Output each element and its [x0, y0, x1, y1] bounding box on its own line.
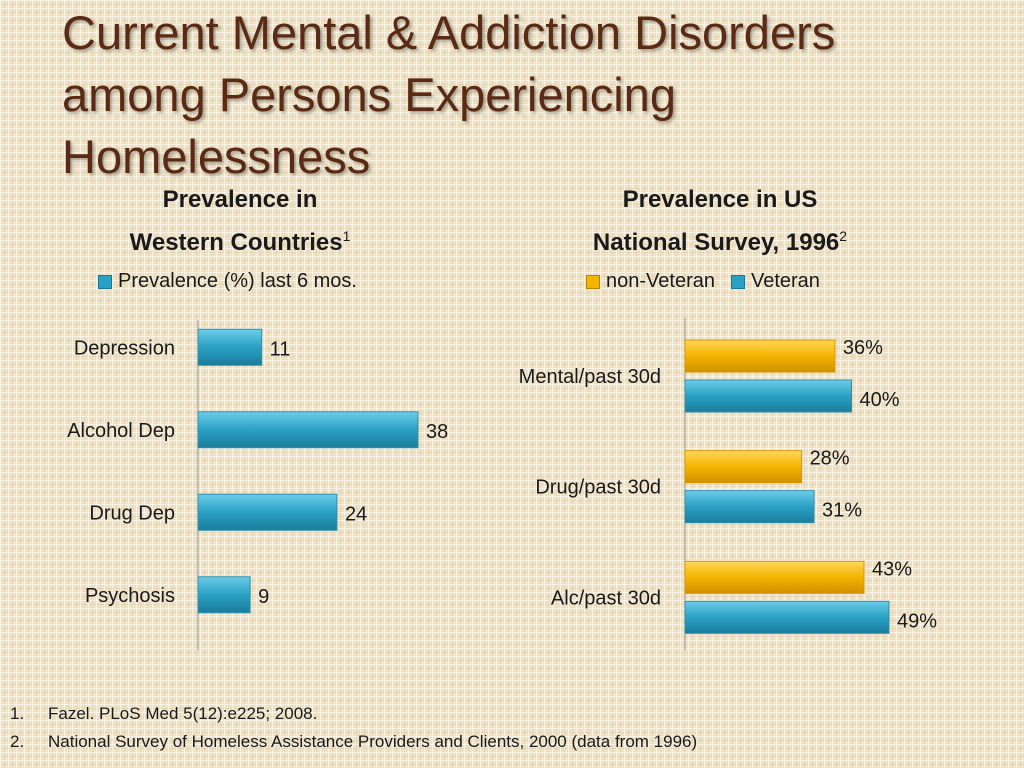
data-label-alcohol-dep: 38	[426, 421, 448, 443]
legend-swatch-nonveteran	[586, 274, 600, 289]
right-subtitle-line-1: Prevalence in US	[622, 186, 818, 213]
bar-alc-past-30d-non-veteran	[684, 560, 865, 594]
category-label-drug-dep: Drug Dep	[89, 502, 175, 524]
bar-mental-past-30d-non-veteran	[684, 339, 836, 373]
footnote-2-text: National Survey of Homeless Assistance P…	[48, 732, 698, 751]
right-chart-legend: non-Veteran Veteran	[586, 270, 836, 293]
data-label-drug-dep: 24	[345, 503, 367, 525]
left-subtitle-line-2: Western Countries	[129, 229, 343, 256]
data-label-psychosis: 9	[258, 586, 269, 608]
category-label-depression: Depression	[74, 337, 175, 359]
data-label-mental-past-30d-veteran: 40%	[860, 389, 900, 411]
right-chart-subtitle: Prevalence in US National Survey, 19962	[520, 182, 920, 261]
bar-drug-past-30d-non-veteran	[684, 450, 803, 484]
category-label-psychosis: Psychosis	[85, 585, 175, 607]
footnote-1-text: Fazel. PLoS Med 5(12):e225; 2008.	[48, 704, 318, 723]
title-line-1: Current Mental & Addiction Disorders	[62, 6, 836, 59]
right-subtitle-line-2: National Survey, 1996	[592, 229, 840, 256]
legend-swatch-veteran	[730, 274, 745, 289]
right-subtitle-footnote-ref: 2	[839, 228, 848, 244]
bar-alc-past-30d-veteran	[684, 600, 890, 634]
category-label-alc-past-30d: Alc/past 30d	[551, 587, 661, 609]
left-subtitle-footnote-ref: 1	[342, 228, 351, 244]
bar-depression	[197, 328, 263, 366]
left-chart-subtitle: Prevalence in Western Countries1	[40, 182, 440, 261]
left-chart-legend: Prevalence (%) last 6 mos.	[98, 270, 357, 293]
legend-label-prevalence: Prevalence (%) last 6 mos.	[118, 270, 357, 292]
bar-mental-past-30d-veteran	[684, 379, 853, 413]
data-label-mental-past-30d-non-veteran: 36%	[843, 337, 883, 359]
data-label-alc-past-30d-veteran: 49%	[897, 610, 937, 632]
category-label-mental-past-30d: Mental/past 30d	[519, 366, 661, 388]
data-label-depression: 11	[270, 338, 291, 360]
right-bar-chart: Mental/past 30d 36% 40% Drug/past 30d 28% 31%…	[519, 318, 937, 650]
bar-drug-past-30d-veteran	[684, 490, 815, 524]
footnotes: 1. Fazel. PLoS Med 5(12):e225; 2008. 2. …	[10, 700, 697, 756]
data-label-alc-past-30d-non-veteran: 43%	[872, 558, 912, 580]
footnote-2-number: 2.	[10, 732, 25, 751]
footnote-1: 1. Fazel. PLoS Med 5(12):e225; 2008.	[10, 700, 697, 728]
legend-label-veteran: Veteran	[750, 270, 820, 292]
bar-psychosis	[197, 576, 251, 614]
category-label-alcohol-dep: Alcohol Dep	[67, 420, 175, 442]
data-label-drug-past-30d-veteran: 31%	[822, 500, 862, 522]
legend-swatch-prevalence	[98, 274, 112, 289]
data-label-drug-past-30d-non-veteran: 28%	[810, 448, 850, 470]
legend-label-nonveteran: non-Veteran	[606, 270, 715, 292]
left-subtitle-line-1: Prevalence in	[162, 186, 318, 213]
footnote-2: 2. National Survey of Homeless Assistanc…	[10, 728, 697, 756]
footnote-1-number: 1.	[10, 704, 25, 723]
left-bar-chart: Depression 11 Alcohol Dep 38 Drug Dep 24 Psych…	[67, 320, 448, 650]
bar-drug-dep	[197, 493, 338, 531]
category-label-drug-past-30d: Drug/past 30d	[535, 477, 661, 499]
bar-alcohol-dep	[197, 411, 419, 449]
title-line-2: among Persons Experiencing	[62, 68, 676, 121]
title-line-3: Homelessness	[62, 130, 371, 183]
page-title: Current Mental & Addiction Disorders amo…	[62, 2, 1012, 188]
